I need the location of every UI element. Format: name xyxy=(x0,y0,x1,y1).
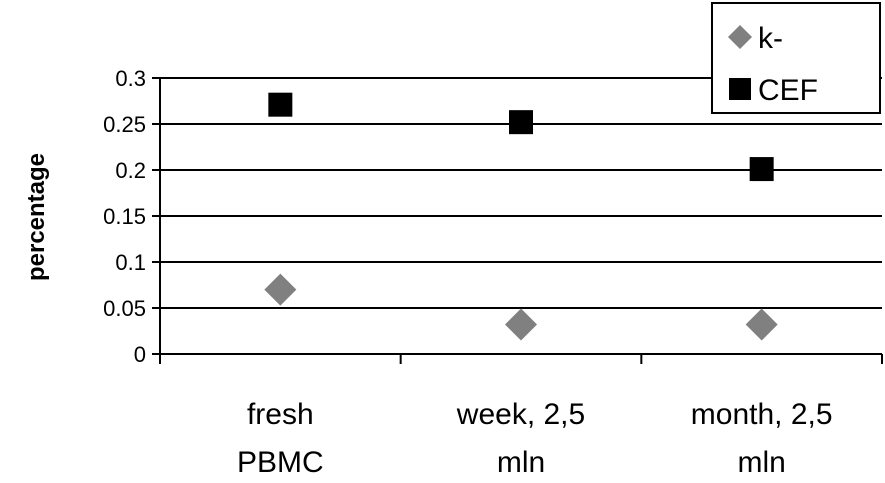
y-axis-label: percentage xyxy=(23,153,50,281)
x-category-label: week, 2,5 xyxy=(456,398,585,431)
legend: k- CEF xyxy=(711,2,881,114)
y-tick-label: 0.05 xyxy=(103,296,146,321)
axes xyxy=(152,77,883,364)
y-tick-label: 0 xyxy=(134,342,146,367)
data-point-cef-1 xyxy=(509,110,533,135)
x-category-labels: fresh PBMC week, 2,5 mln month, 2,5 mln xyxy=(237,398,833,479)
y-tick-label: 0.3 xyxy=(115,66,146,91)
legend-label: k- xyxy=(758,22,783,55)
data-point-cef-2 xyxy=(749,157,774,182)
data-point-k-1 xyxy=(505,308,537,341)
y-tick-label: 0.2 xyxy=(115,158,146,183)
x-category-label: month, 2,5 xyxy=(691,398,833,431)
legend-marker-0 xyxy=(728,25,752,49)
x-category-label: PBMC xyxy=(237,446,324,479)
legend-marker-1 xyxy=(729,78,751,100)
x-category-label: mln xyxy=(497,446,545,479)
legend-label: CEF xyxy=(758,74,818,107)
data-point-k-2 xyxy=(745,308,778,341)
data-point-cef-0 xyxy=(268,92,293,117)
y-tick-labels: 0 0.05 0.1 0.15 0.2 0.25 0.3 xyxy=(103,66,146,367)
y-tick-label: 0.15 xyxy=(103,204,146,229)
x-category-label: mln xyxy=(737,446,785,479)
data-point-k-0 xyxy=(264,273,297,306)
x-category-label: fresh xyxy=(247,398,314,431)
y-tick-label: 0.25 xyxy=(103,112,146,137)
y-tick-label: 0.1 xyxy=(115,250,146,275)
data-points xyxy=(264,92,778,341)
